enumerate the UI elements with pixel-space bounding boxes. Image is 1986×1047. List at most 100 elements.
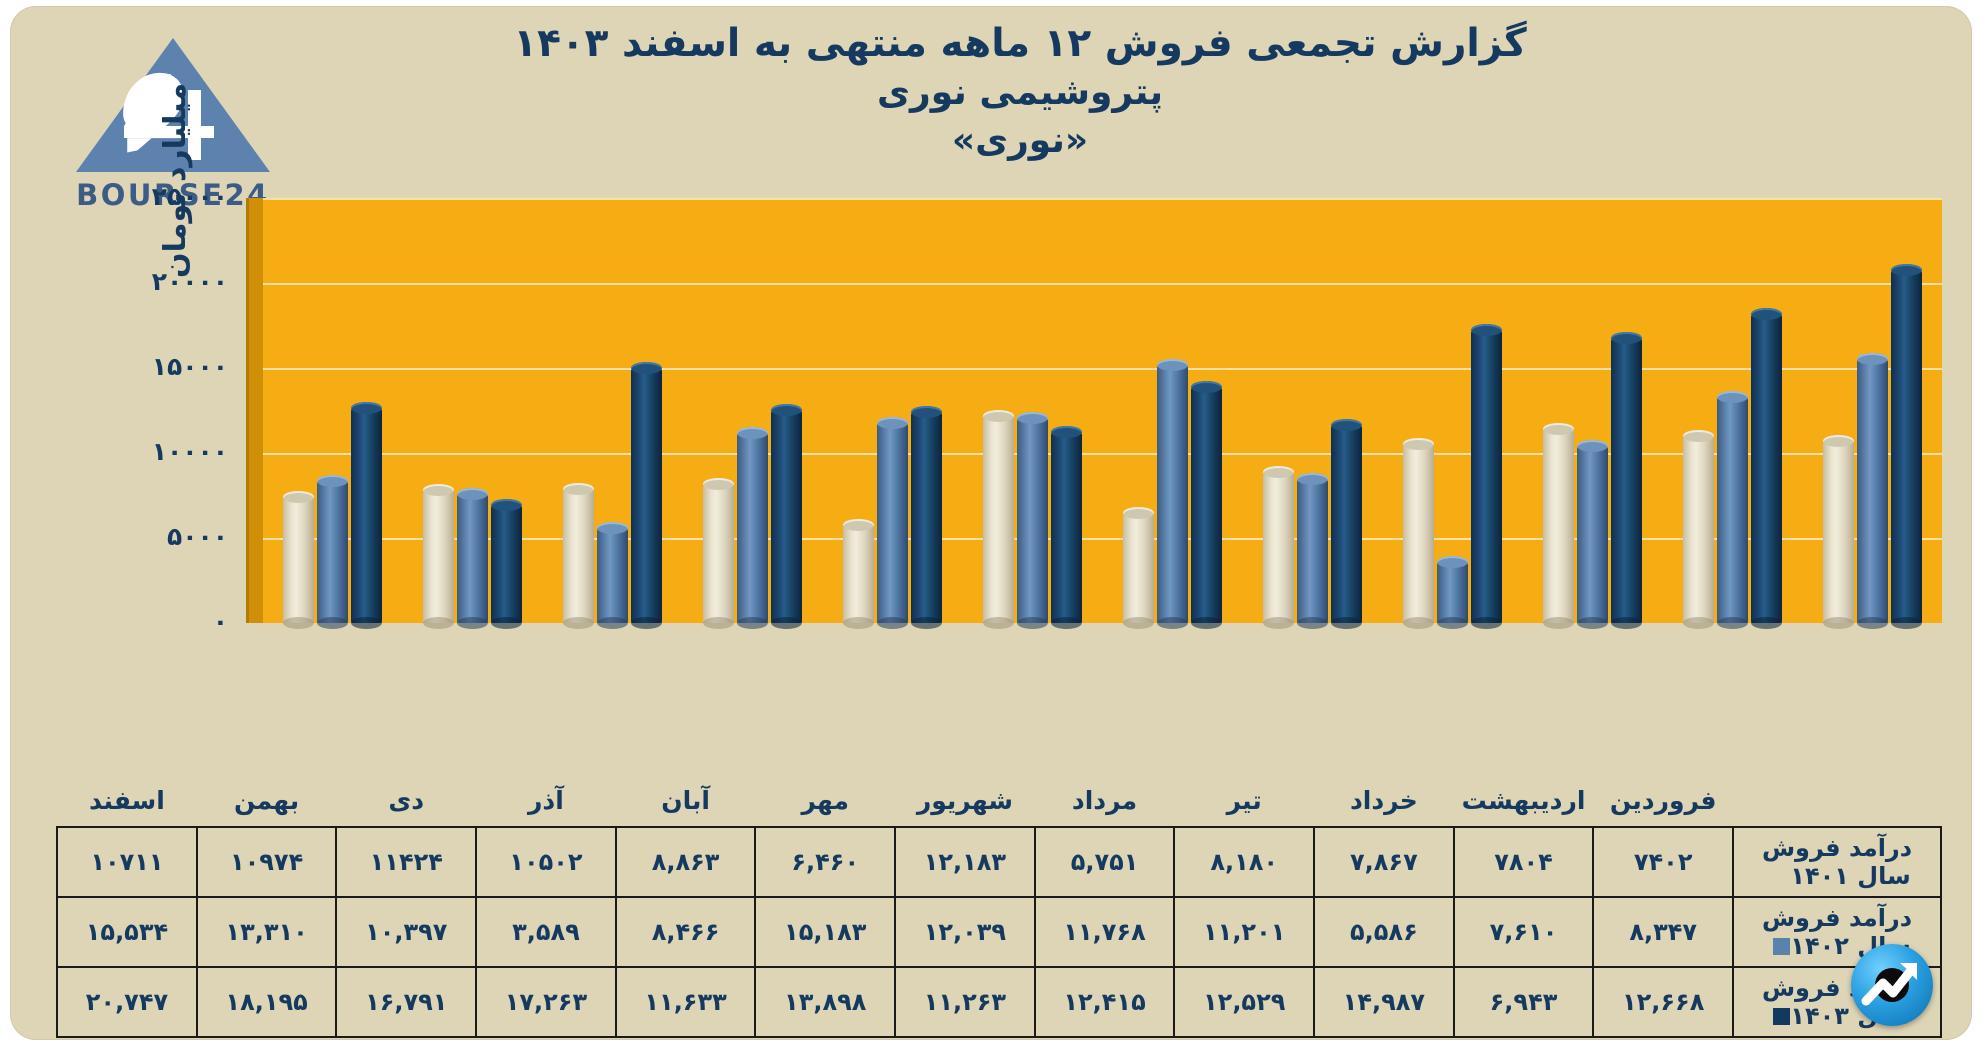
bar-base-icon <box>457 617 489 629</box>
bar-cap-icon <box>1750 307 1782 320</box>
bar-base-icon <box>351 617 383 629</box>
bar-cap-icon <box>1682 430 1714 443</box>
bar-3-series-1 <box>737 426 769 629</box>
bar-base-icon <box>911 617 943 629</box>
column-header-1: اردیبهشت <box>1461 785 1586 815</box>
bar-9-series-0 <box>1542 422 1574 629</box>
bourse24-logo: BOURSE24 <box>68 30 278 212</box>
bar-cap-icon <box>1610 331 1642 344</box>
bar-cap-icon <box>1017 412 1049 425</box>
bar-group-3 <box>683 198 823 629</box>
bar-base-icon <box>1822 617 1854 629</box>
bar-base-icon <box>1610 617 1642 629</box>
column-header-7: آبان <box>661 785 710 815</box>
cell-r1-c11: ۱۵,۵۳۴ <box>56 896 198 968</box>
cell-r2-c7: ۱۱,۶۳۳ <box>614 966 757 1038</box>
title-line-2: پتروشیمی نوری <box>877 72 1163 114</box>
bar-cap-icon <box>423 484 455 497</box>
bar-group-1 <box>403 198 543 629</box>
bar-base-icon <box>1330 617 1362 629</box>
bar-base-icon <box>1542 617 1574 629</box>
report-card: BOURSE24 گزارش تجمعی فروش ۱۲ ماهه منتهی … <box>10 6 1972 1040</box>
bar-cap-icon <box>1190 380 1222 393</box>
bar-group-6 <box>1103 198 1243 629</box>
column-header-3: تیر <box>1226 785 1262 815</box>
bar-base-icon <box>1156 617 1188 629</box>
cell-r0-c11: ۱۰۷۱۱ <box>56 826 198 898</box>
title-line-3: «نوری» <box>951 119 1089 161</box>
row-label-text: درآمد فروش سال ۱۴۰۱ <box>1761 834 1913 890</box>
cell-r0-c7: ۸,۸۶۳ <box>614 826 757 898</box>
bar-cap-icon <box>703 477 735 490</box>
y-axis-line <box>246 198 249 623</box>
bar-base-icon <box>631 617 663 629</box>
bar-5-series-0 <box>983 409 1015 629</box>
bar-0-series-0 <box>283 491 315 629</box>
bar-4-series-2 <box>911 405 943 629</box>
cell-r1-c10: ۱۳,۳۱۰ <box>195 896 338 968</box>
bar-0-series-2 <box>351 401 383 629</box>
bar-10-series-0 <box>1682 430 1714 629</box>
bar-cap-icon <box>771 404 803 417</box>
bar-cap-icon <box>983 409 1015 422</box>
bar-7-series-0 <box>1262 466 1294 629</box>
bar-cap-icon <box>283 491 315 504</box>
gridline-5000 <box>263 538 1942 540</box>
gridline-10000 <box>263 453 1942 455</box>
bar-group-11 <box>1802 198 1942 629</box>
legend-swatch-icon <box>1773 938 1791 955</box>
bar-base-icon <box>843 617 875 629</box>
bar-cap-icon <box>597 522 629 535</box>
bar-cap-icon <box>1542 422 1574 435</box>
bar-base-icon <box>1017 617 1049 629</box>
bar-cap-icon <box>1716 390 1748 403</box>
bar-cap-icon <box>1156 358 1188 371</box>
cell-r2-c10: ۱۸,۱۹۵ <box>195 966 338 1038</box>
cell-r2-c1: ۶,۹۴۳ <box>1452 966 1595 1038</box>
bar-cap-icon <box>631 362 663 375</box>
bar-cap-icon <box>1890 264 1922 277</box>
bar-group-7 <box>1242 198 1382 629</box>
cell-r0-c6: ۶,۴۶۰ <box>754 826 897 898</box>
bar-cap-icon <box>1822 434 1854 447</box>
bar-cap-icon <box>317 475 349 488</box>
bar-cap-icon <box>1576 440 1608 453</box>
bar-base-icon <box>877 617 909 629</box>
plot-background <box>246 198 1942 623</box>
bar-6-series-2 <box>1190 380 1222 629</box>
bar-cap-icon <box>877 416 909 429</box>
bar-base-icon <box>1576 617 1608 629</box>
bar-base-icon <box>1296 617 1328 629</box>
bar-cap-icon <box>563 483 595 496</box>
cell-r0-c5: ۱۲,۱۸۳ <box>894 826 1036 898</box>
bar-base-icon <box>1436 617 1468 629</box>
table-row: درآمد فروش سال ۱۴۰۳۱۲,۶۶۸۶,۹۴۳۱۴,۹۸۷۱۲,۵… <box>56 966 1942 1038</box>
bar-4-series-1 <box>877 416 909 629</box>
bar-2-series-2 <box>631 362 663 629</box>
bar-base-icon <box>1051 617 1083 629</box>
y-tick-25000: ۲۵۰۰۰ <box>151 182 228 211</box>
bar-cap-icon <box>1470 323 1502 336</box>
bar-8-series-2 <box>1470 323 1502 629</box>
bar-base-icon <box>423 617 455 629</box>
cell-r2-c5: ۱۱,۲۶۳ <box>894 966 1036 1038</box>
bar-cap-icon <box>1856 352 1888 365</box>
cell-r0-c4: ۵,۷۵۱ <box>1033 826 1176 898</box>
bar-7-series-2 <box>1330 419 1362 629</box>
bar-2-series-0 <box>563 483 595 629</box>
bar-11-series-1 <box>1856 352 1888 629</box>
bar-10-series-2 <box>1750 307 1782 629</box>
bar-base-icon <box>1682 617 1714 629</box>
bar-group-10 <box>1662 198 1802 629</box>
cell-r1-c8: ۳,۵۸۹ <box>475 896 617 968</box>
logo-wordmark: BOURSE24 <box>76 178 270 212</box>
cell-r1-c9: ۱۰,۳۹۷ <box>335 896 478 968</box>
column-header-4: مرداد <box>1071 785 1138 815</box>
table-header-row: فروردین اردیبهشت خرداد تیر مرداد شهریور مهر آبا… <box>57 776 1941 827</box>
cell-r0-c9: ۱۱۴۲۴ <box>335 826 478 898</box>
bar-base-icon <box>1890 617 1922 629</box>
column-header-2: خرداد <box>1349 785 1418 815</box>
bar-base-icon <box>1190 617 1222 629</box>
bar-base-icon <box>1402 617 1434 629</box>
